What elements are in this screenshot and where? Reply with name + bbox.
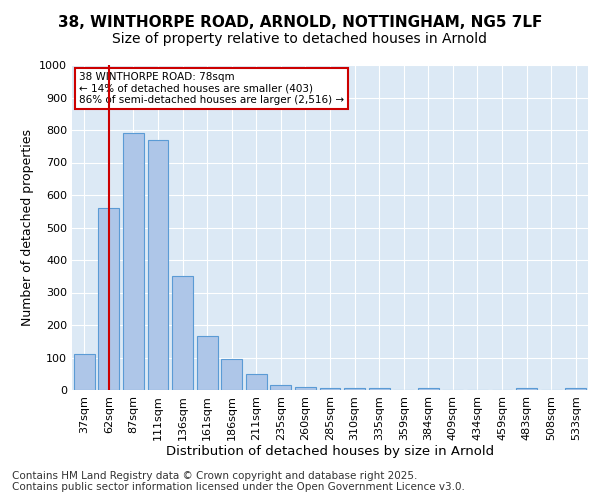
Bar (320, 388, 340, 390)
Text: 38, WINTHORPE ROAD, ARNOLD, NOTTINGHAM, NG5 7LF: 38, WINTHORPE ROAD, ARNOLD, NOTTINGHAM, … (58, 15, 542, 30)
X-axis label: Distribution of detached houses by size in Arnold: Distribution of detached houses by size … (166, 446, 494, 458)
Bar (74, 354, 95, 390)
Bar (271, 385, 292, 390)
Bar (344, 388, 365, 390)
Text: Contains HM Land Registry data © Crown copyright and database right 2025.
Contai: Contains HM Land Registry data © Crown c… (12, 471, 465, 492)
Bar (123, 133, 144, 390)
Bar (172, 276, 193, 390)
Text: 38 WINTHORPE ROAD: 78sqm
← 14% of detached houses are smaller (403)
86% of semi-: 38 WINTHORPE ROAD: 78sqm ← 14% of detach… (79, 72, 344, 105)
Bar (197, 336, 218, 390)
Y-axis label: Number of detached properties: Number of detached properties (20, 129, 34, 326)
Bar (295, 387, 316, 390)
Bar (516, 388, 537, 390)
Text: Size of property relative to detached houses in Arnold: Size of property relative to detached ho… (113, 32, 487, 46)
Bar (221, 359, 242, 390)
Bar (418, 388, 439, 390)
Bar (98, 208, 119, 390)
Bar (246, 374, 267, 390)
Bar (565, 388, 586, 390)
Bar (368, 388, 389, 390)
Bar (148, 140, 169, 390)
